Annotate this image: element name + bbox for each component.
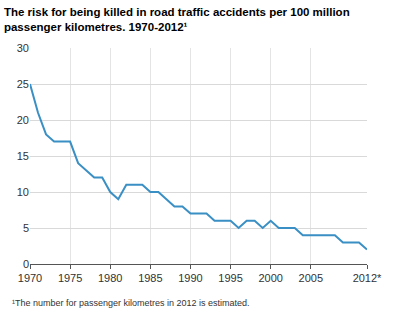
svg-text:2005: 2005 xyxy=(299,272,323,284)
svg-text:1980: 1980 xyxy=(98,272,122,284)
svg-text:25: 25 xyxy=(17,78,29,90)
svg-text:1990: 1990 xyxy=(178,272,202,284)
svg-text:0: 0 xyxy=(23,258,29,270)
svg-text:10: 10 xyxy=(17,186,29,198)
svg-text:The risk for being killed in r: The risk for being killed in road traffi… xyxy=(4,6,350,33)
svg-text:¹The number for passenger kilo: ¹The number for passenger kilometres in … xyxy=(12,298,250,308)
svg-text:20: 20 xyxy=(17,114,29,126)
svg-text:5: 5 xyxy=(23,222,29,234)
svg-text:2012*: 2012* xyxy=(353,272,382,284)
svg-text:1975: 1975 xyxy=(58,272,82,284)
svg-text:30: 30 xyxy=(17,42,29,54)
svg-text:15: 15 xyxy=(17,150,29,162)
svg-text:1995: 1995 xyxy=(218,272,242,284)
svg-text:1970: 1970 xyxy=(18,272,42,284)
svg-text:1985: 1985 xyxy=(138,272,162,284)
svg-text:2000: 2000 xyxy=(258,272,282,284)
